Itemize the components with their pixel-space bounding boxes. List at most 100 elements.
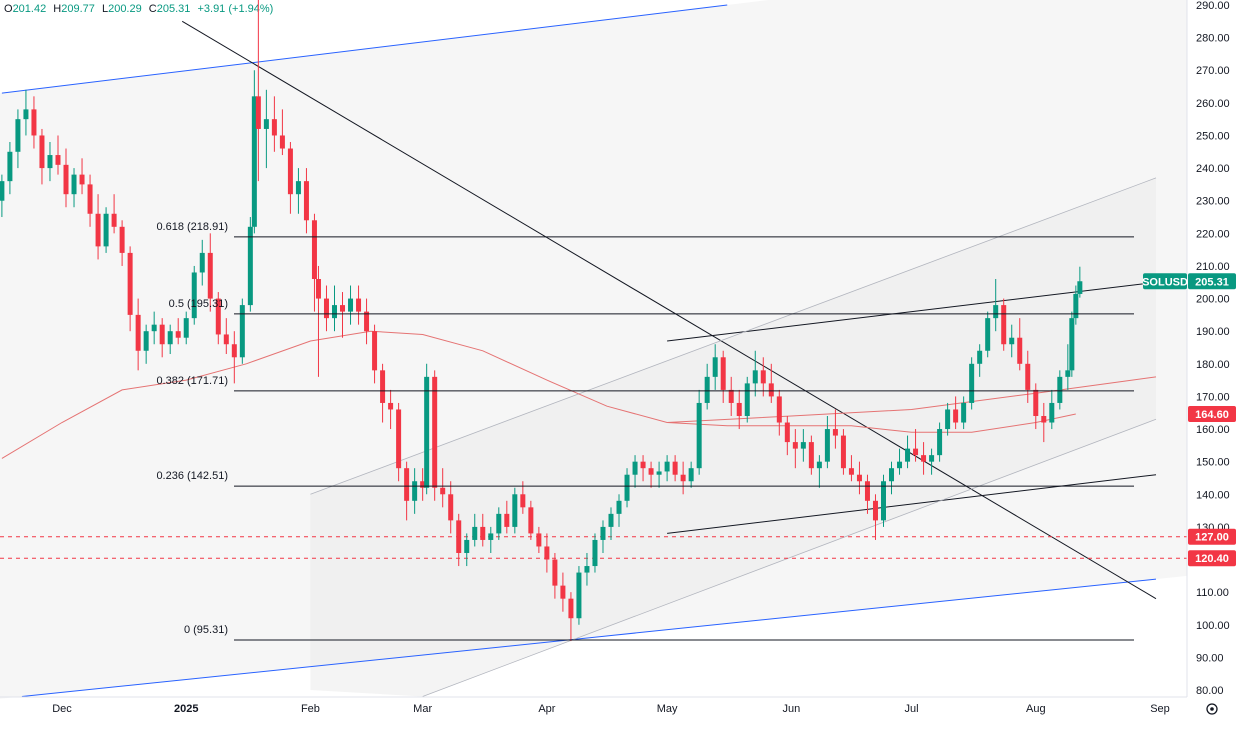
price-badge-value: 164.60: [1195, 409, 1229, 421]
candle: [720, 357, 726, 390]
price-tick-label: 190.00: [1196, 326, 1230, 338]
candle: [207, 252, 213, 299]
candle: [616, 500, 622, 514]
candle: [340, 305, 346, 312]
candle: [39, 135, 45, 169]
gear-icon[interactable]: [1206, 703, 1218, 715]
trendline-resistance-4: [667, 281, 1157, 342]
candle: [263, 119, 269, 129]
price-tick-label: 240.00: [1196, 163, 1230, 175]
price-badge-bg: [1188, 273, 1236, 290]
candle: [103, 213, 109, 247]
candle: [440, 487, 446, 495]
candle: [808, 442, 814, 469]
candle: [23, 109, 29, 120]
price-tick-label: 210.00: [1196, 261, 1230, 273]
candle: [151, 324, 157, 332]
candle: [953, 409, 959, 423]
candle: [79, 174, 85, 185]
candle: [323, 298, 329, 319]
candle: [776, 396, 782, 423]
candle: [520, 494, 526, 508]
candle: [664, 461, 670, 472]
candle: [913, 448, 919, 456]
candle: [744, 383, 750, 416]
candle: [7, 151, 13, 182]
trendline-wedge-5: [310, 177, 1157, 495]
candle: [0, 181, 5, 201]
candle: [287, 148, 293, 195]
candle: [95, 213, 101, 247]
candle: [512, 494, 518, 527]
price-tick-label: 80.00: [1196, 685, 1224, 697]
price-tick-label: 140.00: [1196, 489, 1230, 501]
time-tick-label: Feb: [301, 703, 320, 715]
candle: [768, 383, 774, 397]
time-tick-label: May: [657, 703, 678, 715]
gear-hub: [1210, 707, 1214, 711]
fib-level-label: 0.618 (218.91): [156, 221, 228, 233]
change-value: +3.91 (+1.94%): [197, 3, 274, 15]
fib-level-label: 0.236 (142.51): [156, 470, 228, 482]
candle: [680, 474, 686, 482]
candle: [985, 318, 991, 351]
candle: [47, 155, 53, 169]
candle: [1001, 305, 1007, 345]
candle: [143, 331, 149, 351]
candle: [223, 334, 229, 345]
symbol-badge-bg: [1143, 273, 1187, 290]
candle: [380, 370, 386, 403]
candle: [760, 370, 766, 384]
candle: [127, 252, 133, 315]
channel-shading: [0, 0, 1187, 699]
candle: [247, 226, 253, 306]
candle: [905, 448, 911, 462]
candle: [412, 481, 418, 501]
candle: [15, 119, 21, 152]
candle: [544, 546, 550, 560]
candle: [929, 455, 935, 462]
candle: [331, 305, 337, 319]
price-tick-label: 110.00: [1196, 587, 1229, 599]
trendline-channel-0: [1, 4, 728, 94]
fib-level-label: 0 (95.31): [184, 624, 228, 636]
candle: [432, 376, 438, 488]
candle: [488, 533, 494, 540]
candle: [239, 305, 245, 358]
candle: [712, 357, 718, 377]
candle: [1073, 293, 1079, 319]
low-label: L: [101, 3, 109, 15]
price-tick-label: 230.00: [1196, 196, 1230, 208]
candle: [640, 461, 646, 469]
candle: [135, 314, 141, 351]
candle: [945, 409, 951, 430]
candle: [704, 376, 710, 403]
candle: [872, 500, 878, 521]
candle: [396, 409, 402, 469]
candle: [600, 526, 606, 540]
candle: [969, 363, 975, 403]
open-value: 201.42: [12, 3, 47, 15]
candle: [568, 598, 574, 619]
candle: [784, 422, 790, 443]
candle: [840, 435, 846, 469]
candle: [889, 468, 895, 482]
candle: [937, 429, 943, 456]
price-badge-bg: [1188, 550, 1236, 567]
candle: [1025, 363, 1031, 390]
candle: [1041, 416, 1047, 423]
candle: [372, 331, 378, 371]
moving-average-line-2: [667, 376, 1157, 423]
price-tick-label: 220.00: [1196, 228, 1230, 240]
candle: [31, 109, 37, 136]
candle: [191, 272, 197, 319]
time-tick-label: Sep: [1150, 703, 1170, 715]
candle: [536, 533, 542, 547]
candle: [496, 513, 502, 534]
candle: [696, 402, 702, 469]
candle: [71, 174, 77, 195]
candle: [1077, 281, 1083, 294]
candle: [472, 526, 478, 540]
time-tick-label: 2025: [174, 703, 198, 715]
